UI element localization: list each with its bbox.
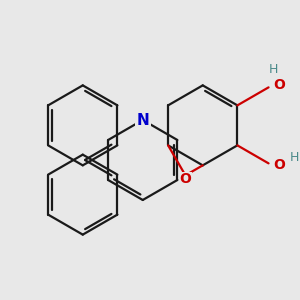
Text: N: N (136, 112, 149, 128)
Text: O: O (179, 172, 191, 186)
Text: O: O (273, 158, 285, 172)
Text: H: H (269, 63, 278, 76)
Text: O: O (273, 78, 285, 92)
Text: H: H (290, 151, 299, 164)
